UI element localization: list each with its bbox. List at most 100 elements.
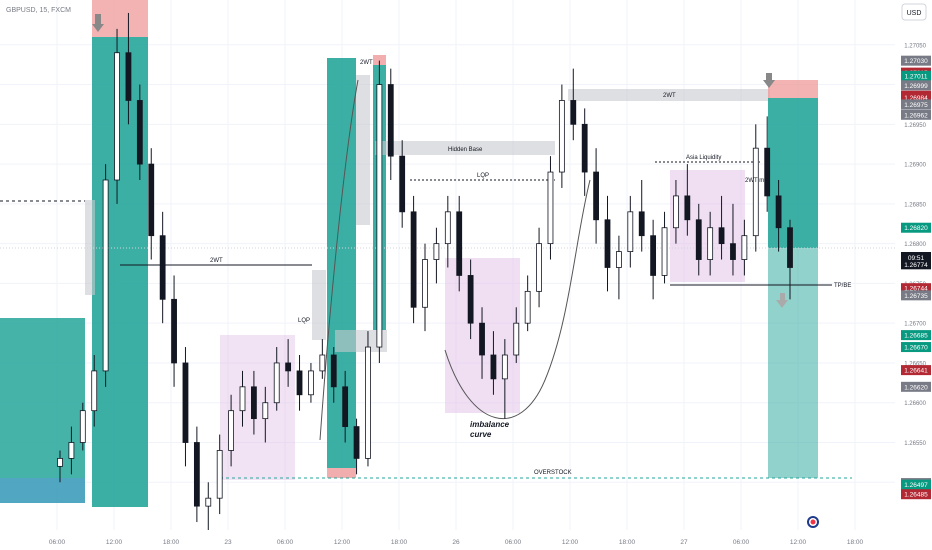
candle — [501, 339, 508, 419]
price-tag: 1.26497 — [901, 479, 931, 490]
x-tick-label: 12:00 — [790, 539, 807, 546]
candle-body — [661, 227, 668, 276]
candle — [479, 307, 485, 379]
price-tag-bg — [901, 283, 931, 294]
candle-body — [456, 211, 463, 276]
price-tag: 1.26620 — [901, 381, 931, 392]
time-axis-bg — [0, 533, 895, 550]
candle — [616, 235, 622, 300]
price-tag-text: 1.26735 — [904, 293, 928, 300]
price-tag-bg — [901, 92, 931, 103]
candle-body — [410, 211, 417, 308]
candle — [593, 148, 599, 244]
candle-body — [353, 426, 360, 459]
price-tag: 1.27030 — [901, 55, 931, 66]
label-imbalance: imbalance — [470, 420, 510, 429]
price-tag-bg — [901, 330, 931, 341]
y-tick-label: 1.26600 — [904, 401, 926, 407]
price-tag-bg — [901, 290, 931, 301]
label-2wt-mid: 2WT — [360, 60, 373, 66]
grey-block-bottom — [335, 330, 387, 352]
y-tick-label: 1.26700 — [904, 322, 926, 328]
candle — [787, 219, 793, 300]
candle — [262, 386, 269, 443]
candle — [661, 211, 668, 284]
label-2wt-left: 2WT — [210, 258, 223, 264]
candle — [353, 418, 360, 475]
candle — [730, 203, 736, 276]
flag-icon[interactable] — [807, 516, 819, 528]
price-tags: 1.270301.270151.270111.269991.269861.269… — [901, 55, 931, 500]
candle-body — [718, 227, 725, 245]
candle-body — [102, 179, 109, 372]
x-tick-label: 06:00 — [733, 539, 750, 546]
candle-body — [741, 235, 748, 260]
label-curve: curve — [470, 430, 492, 439]
candle-body — [308, 370, 314, 396]
candle — [490, 331, 497, 395]
candle — [365, 331, 371, 467]
candle — [273, 347, 280, 411]
annotation-labels: 2WT 2WT 2WT Hidden Base LQP LQP Asia Liq… — [92, 14, 851, 476]
candle-body — [159, 235, 166, 300]
price-tag-text: 1.26620 — [904, 384, 928, 391]
price-tag-text: 1.26744 — [904, 286, 928, 293]
candle-body — [513, 322, 520, 356]
x-tick-label: 06:00 — [49, 539, 66, 546]
candle-body — [148, 163, 155, 237]
label-lqp-top: LQP — [477, 173, 489, 179]
candle — [136, 84, 143, 180]
candle — [148, 148, 155, 260]
candle-body — [684, 195, 691, 221]
y-tick-label: 1.27050 — [904, 43, 926, 49]
candle — [205, 482, 212, 530]
candle — [171, 275, 177, 387]
price-tag-text: 1.26685 — [904, 333, 928, 340]
candle-body — [319, 354, 326, 372]
candle-body — [593, 171, 599, 221]
candle-body — [79, 410, 86, 443]
y-tick-label: 1.26950 — [904, 123, 926, 129]
x-tick-label: 26 — [452, 539, 460, 546]
currency-label: USD — [907, 10, 922, 17]
price-tag-bg — [901, 99, 931, 110]
price-tag-bg — [901, 479, 931, 490]
clock-tag: 09:51 — [901, 252, 931, 262]
candle — [91, 355, 98, 427]
candle — [456, 195, 463, 292]
candle — [638, 180, 645, 252]
purple-zone-3 — [670, 170, 745, 282]
price-tag-bg — [901, 259, 931, 270]
candle-body — [616, 251, 622, 268]
candle — [114, 28, 120, 204]
currency-button[interactable]: USD — [901, 3, 927, 21]
candle-body — [558, 100, 565, 173]
candle — [79, 402, 86, 451]
candle-body — [422, 259, 428, 308]
candle-body — [171, 298, 177, 364]
candle — [159, 211, 166, 324]
candle-body — [775, 195, 782, 229]
candle-body — [273, 362, 280, 404]
y-tick-label: 1.26900 — [904, 163, 926, 169]
candle-body — [205, 497, 212, 507]
candle — [718, 195, 725, 260]
price-tag-text: 1.26497 — [904, 482, 928, 489]
candle — [182, 347, 189, 467]
price-tag: 1.26774 — [901, 259, 931, 270]
candle-body — [136, 100, 143, 165]
candle — [308, 362, 314, 403]
candle — [376, 60, 383, 363]
price-tag: 1.26975 — [901, 99, 931, 110]
price-tag-text: 1.26820 — [904, 225, 928, 232]
x-tick-label: 12:00 — [562, 539, 579, 546]
candle-body — [216, 450, 223, 499]
candle — [57, 450, 63, 483]
price-tag: 1.26984 — [901, 92, 931, 103]
price-tag-bg — [901, 222, 931, 233]
2wt-top-box — [568, 89, 770, 101]
candle — [216, 434, 223, 515]
candle — [695, 203, 702, 276]
